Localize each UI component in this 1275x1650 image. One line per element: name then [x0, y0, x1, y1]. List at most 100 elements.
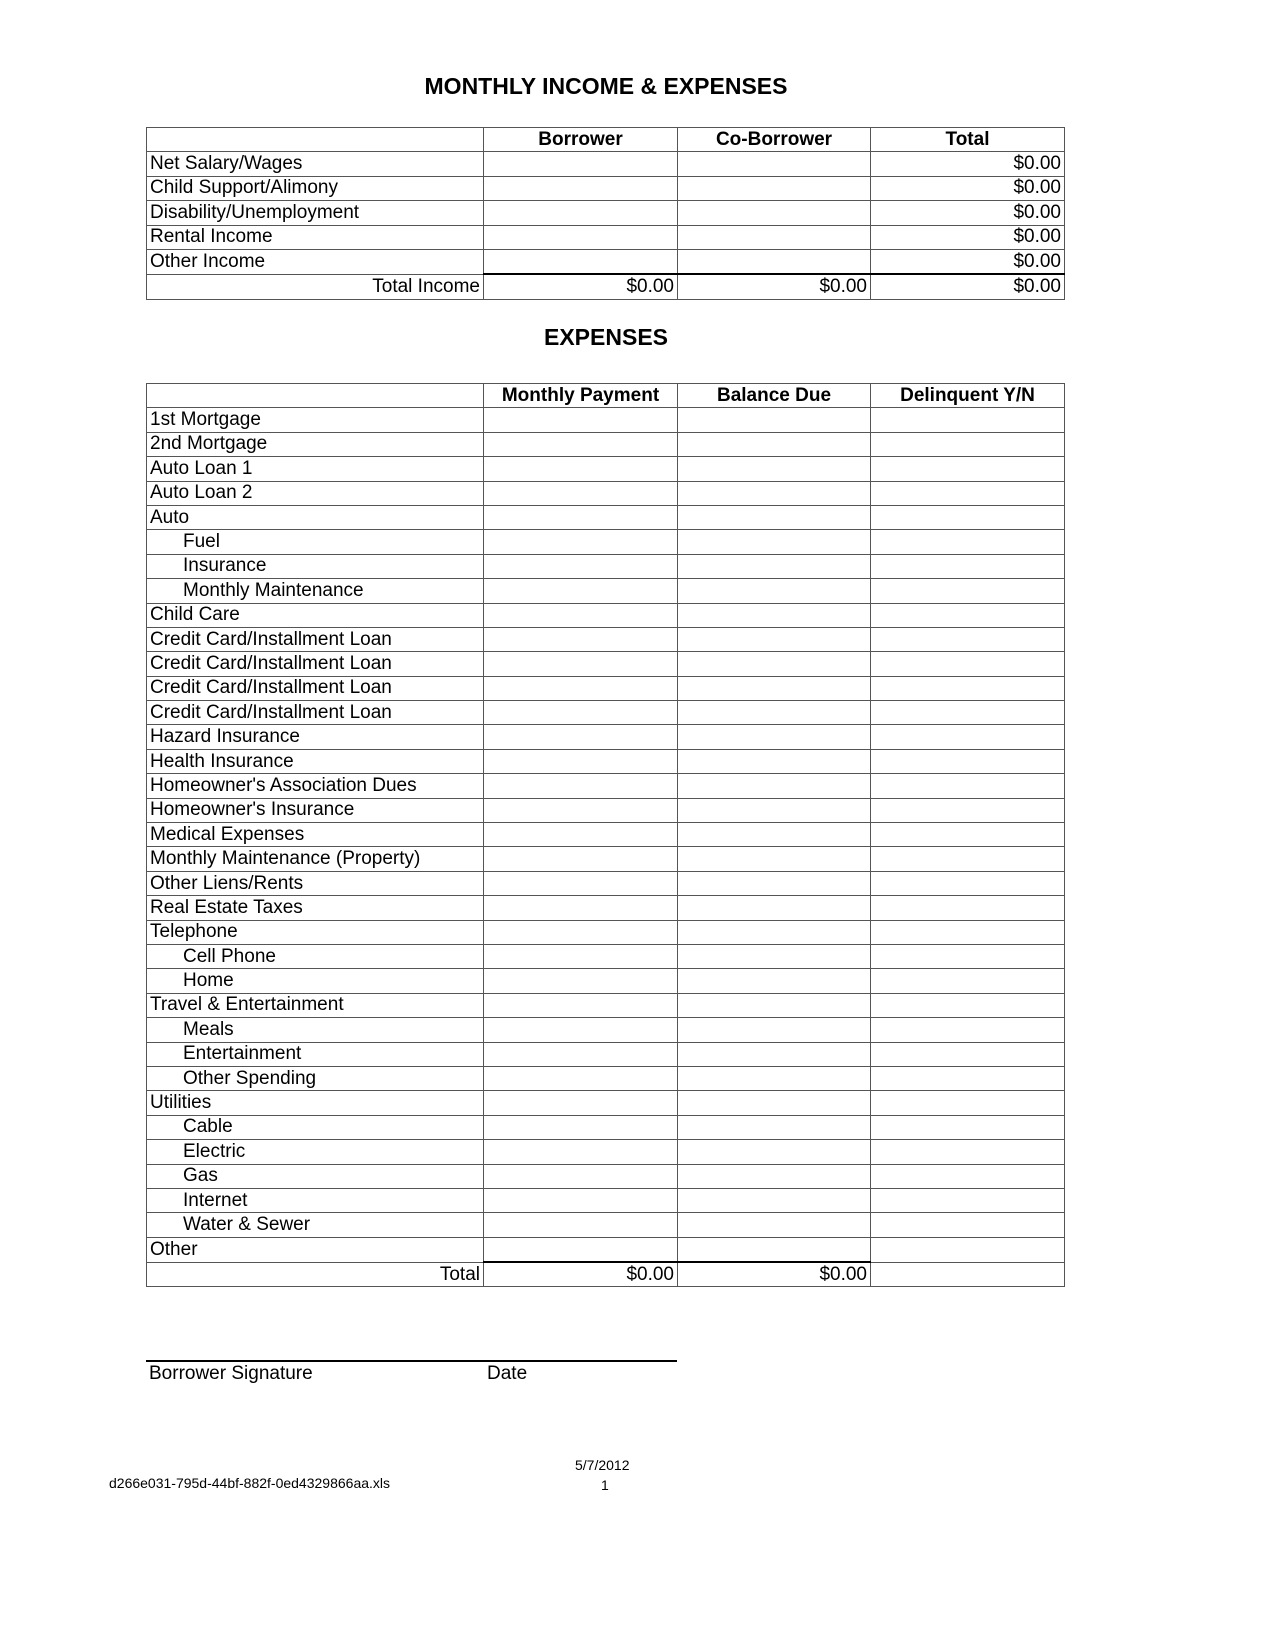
delinquent-field[interactable] [870, 1114, 1065, 1141]
monthly-payment-field[interactable] [483, 651, 678, 677]
delinquent-field[interactable] [870, 822, 1065, 848]
balance-due-field[interactable] [677, 846, 871, 872]
monthly-payment-field[interactable] [483, 1041, 678, 1067]
borrower-amount-field[interactable] [483, 175, 678, 202]
delinquent-field[interactable] [870, 626, 1065, 653]
balance-due-field[interactable] [677, 919, 871, 945]
monthly-payment-field[interactable] [483, 968, 678, 994]
monthly-payment-field[interactable] [483, 797, 678, 824]
delinquent-field[interactable] [870, 895, 1065, 921]
balance-due-field[interactable] [677, 651, 871, 677]
balance-due-field[interactable] [677, 480, 871, 506]
monthly-payment-field[interactable] [483, 700, 678, 726]
balance-due-field[interactable] [677, 992, 871, 1019]
monthly-payment-field[interactable] [483, 553, 678, 580]
balance-due-field[interactable] [677, 822, 871, 848]
monthly-payment-field[interactable] [483, 870, 678, 897]
monthly-payment-field[interactable] [483, 626, 678, 653]
balance-due-field[interactable] [677, 895, 871, 921]
monthly-payment-field[interactable] [483, 724, 678, 750]
delinquent-field[interactable] [870, 1163, 1065, 1189]
balance-due-field[interactable] [677, 456, 871, 482]
balance-due-field[interactable] [677, 529, 871, 555]
co-borrower-amount-field[interactable] [677, 175, 871, 202]
monthly-payment-field[interactable] [483, 504, 678, 531]
monthly-payment-field[interactable] [483, 1065, 678, 1092]
balance-due-field[interactable] [677, 431, 871, 458]
balance-due-field[interactable] [677, 1041, 871, 1067]
balance-due-field[interactable] [677, 968, 871, 994]
delinquent-field[interactable] [870, 602, 1065, 628]
delinquent-field[interactable] [870, 919, 1065, 945]
delinquent-field[interactable] [870, 968, 1065, 994]
balance-due-field[interactable] [677, 1017, 871, 1043]
balance-due-field[interactable] [677, 675, 871, 702]
monthly-payment-field[interactable] [483, 1090, 678, 1116]
monthly-payment-field[interactable] [483, 456, 678, 482]
co-borrower-amount-field[interactable] [677, 248, 871, 275]
monthly-payment-field[interactable] [483, 1163, 678, 1189]
balance-due-field[interactable] [677, 943, 871, 970]
delinquent-field[interactable] [870, 407, 1065, 433]
balance-due-field[interactable] [677, 773, 871, 799]
delinquent-field[interactable] [870, 943, 1065, 970]
monthly-payment-field[interactable] [483, 578, 678, 604]
delinquent-field[interactable] [870, 1017, 1065, 1043]
balance-due-field[interactable] [677, 578, 871, 604]
delinquent-field[interactable] [870, 797, 1065, 824]
delinquent-field[interactable] [870, 748, 1065, 775]
balance-due-field[interactable] [677, 1236, 871, 1263]
co-borrower-amount-field[interactable] [677, 151, 871, 177]
monthly-payment-field[interactable] [483, 895, 678, 921]
borrower-amount-field[interactable] [483, 200, 678, 226]
signature-line[interactable] [146, 1360, 677, 1362]
monthly-payment-field[interactable] [483, 431, 678, 458]
monthly-payment-field[interactable] [483, 1017, 678, 1043]
balance-due-field[interactable] [677, 870, 871, 897]
balance-due-field[interactable] [677, 1139, 871, 1165]
monthly-payment-field[interactable] [483, 1139, 678, 1165]
borrower-amount-field[interactable] [483, 151, 678, 177]
monthly-payment-field[interactable] [483, 480, 678, 506]
delinquent-field[interactable] [870, 773, 1065, 799]
monthly-payment-field[interactable] [483, 846, 678, 872]
delinquent-field[interactable] [870, 675, 1065, 702]
monthly-payment-field[interactable] [483, 1212, 678, 1238]
monthly-payment-field[interactable] [483, 1187, 678, 1214]
monthly-payment-field[interactable] [483, 748, 678, 775]
balance-due-field[interactable] [677, 748, 871, 775]
borrower-amount-field[interactable] [483, 224, 678, 250]
delinquent-field[interactable] [870, 870, 1065, 897]
delinquent-field[interactable] [870, 1065, 1065, 1092]
delinquent-field[interactable] [870, 578, 1065, 604]
balance-due-field[interactable] [677, 1163, 871, 1189]
co-borrower-amount-field[interactable] [677, 200, 871, 226]
balance-due-field[interactable] [677, 407, 871, 433]
delinquent-field[interactable] [870, 553, 1065, 580]
delinquent-field[interactable] [870, 1090, 1065, 1116]
delinquent-field[interactable] [870, 992, 1065, 1019]
delinquent-field[interactable] [870, 1139, 1065, 1165]
monthly-payment-field[interactable] [483, 822, 678, 848]
monthly-payment-field[interactable] [483, 1114, 678, 1141]
balance-due-field[interactable] [677, 1114, 871, 1141]
balance-due-field[interactable] [677, 553, 871, 580]
monthly-payment-field[interactable] [483, 919, 678, 945]
monthly-payment-field[interactable] [483, 773, 678, 799]
delinquent-field[interactable] [870, 480, 1065, 506]
monthly-payment-field[interactable] [483, 992, 678, 1019]
monthly-payment-field[interactable] [483, 1236, 678, 1263]
balance-due-field[interactable] [677, 626, 871, 653]
delinquent-field[interactable] [870, 724, 1065, 750]
delinquent-field[interactable] [870, 431, 1065, 458]
monthly-payment-field[interactable] [483, 529, 678, 555]
balance-due-field[interactable] [677, 724, 871, 750]
monthly-payment-field[interactable] [483, 943, 678, 970]
balance-due-field[interactable] [677, 700, 871, 726]
delinquent-field[interactable] [870, 1041, 1065, 1067]
delinquent-field[interactable] [870, 651, 1065, 677]
monthly-payment-field[interactable] [483, 407, 678, 433]
delinquent-field[interactable] [870, 504, 1065, 531]
delinquent-field[interactable] [870, 1187, 1065, 1214]
balance-due-field[interactable] [677, 1090, 871, 1116]
